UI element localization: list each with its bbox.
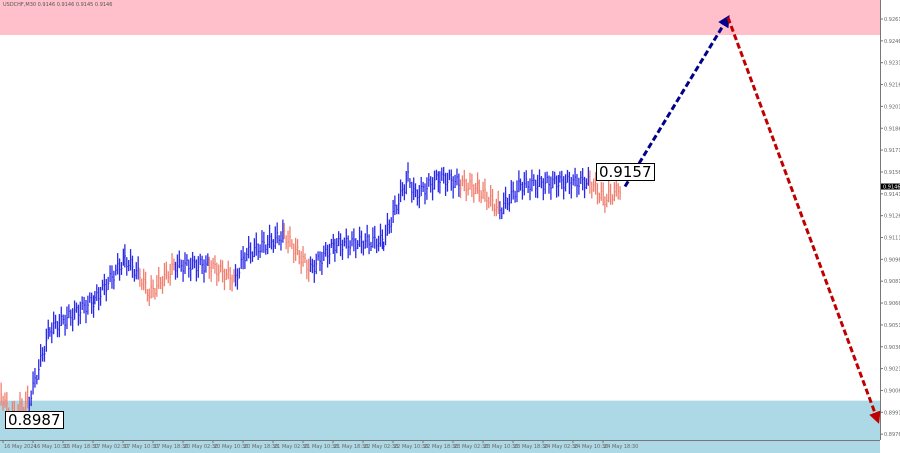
y-tick-label: 0.9216 (884, 83, 900, 89)
y-tick-label: 0.9111 (884, 236, 900, 242)
x-tick-label: 20 May 02:30 (184, 444, 218, 450)
y-tick-label: 0.9081 (884, 279, 900, 285)
x-tick-label: 20 May 10:30 (214, 444, 248, 450)
y-tick-label: 0.9066 (884, 301, 900, 307)
y-tick-label: 0.8976 (884, 432, 900, 438)
y-tick-label: 0.9096 (884, 257, 900, 263)
y-tick-label: 0.9186 (884, 126, 900, 132)
x-tick-label: 17 May 02:30 (94, 444, 128, 450)
y-tick-label: 0.9231 (884, 61, 900, 67)
level-label-low: 0.8987 (5, 411, 64, 429)
x-tick-label: 21 May 02:30 (274, 444, 308, 450)
y-tick-label: 0.9036 (884, 345, 900, 351)
y-tick-label: 0.9246 (884, 39, 900, 45)
x-tick-label: 16 May 2024 (4, 444, 37, 450)
y-tick-label: 0.9156 (884, 170, 900, 176)
y-tick-label: 0.9141 (884, 192, 900, 198)
y-tick-label: 0.9201 (884, 104, 900, 110)
x-tick-label: 23 May 10:30 (484, 444, 518, 450)
x-tick-label: 16 May 10:30 (34, 444, 68, 450)
x-tick-label: 21 May 18:30 (334, 444, 368, 450)
y-tick-label: 0.9261 (884, 17, 900, 23)
buy-zone (0, 400, 880, 453)
x-tick-label: 16 May 18:30 (64, 444, 98, 450)
y-tick-label: 0.9021 (884, 367, 900, 373)
level-label-current: 0.9157 (596, 163, 655, 181)
x-tick-label: 20 May 18:30 (244, 444, 278, 450)
x-tick-label: 17 May 10:30 (124, 444, 158, 450)
sell-zone (0, 0, 880, 36)
x-tick-label: 24 May 02:30 (544, 444, 578, 450)
x-tick-label: 24 May 18:30 (604, 444, 638, 450)
x-tick-label: 22 May 02:30 (364, 444, 398, 450)
x-tick-label: 22 May 10:30 (394, 444, 428, 450)
y-tick-label: 0.9051 (884, 323, 900, 329)
x-tick-label: 17 May 18:30 (154, 444, 188, 450)
forecast-arrow-down (726, 17, 881, 424)
x-tick-label: 22 May 18:30 (424, 444, 458, 450)
current-price-tag (881, 183, 900, 190)
x-tick-label: 21 May 10:30 (304, 444, 338, 450)
y-tick-label: 0.9171 (884, 148, 900, 154)
forecast-arrow-up (623, 14, 730, 188)
x-tick-label: 24 May 10:30 (574, 444, 608, 450)
y-tick-label: 0.9006 (884, 388, 900, 394)
x-tick-label: 23 May 18:30 (514, 444, 548, 450)
chart-title: USDCHF,M30 0.9146 0.9146 0.9145 0.9146 (3, 2, 113, 8)
x-tick-label: 23 May 02:30 (454, 444, 488, 450)
current-price-text: 0.9146 (883, 185, 900, 191)
y-tick-label: 0.9126 (884, 214, 900, 220)
y-tick-label: 0.8991 (884, 410, 900, 416)
